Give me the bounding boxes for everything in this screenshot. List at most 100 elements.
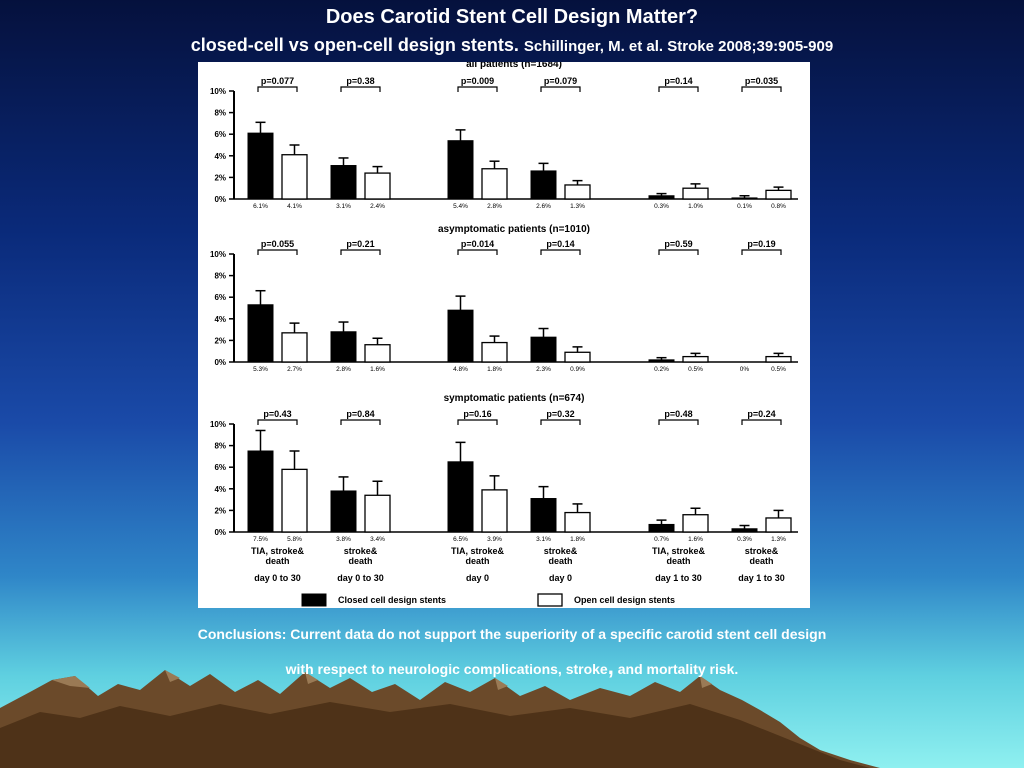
bar-closed (447, 461, 474, 533)
value-label-open: 1.8% (487, 366, 502, 373)
category-label: TIA, stroke& (451, 546, 505, 556)
bar-closed (447, 140, 474, 200)
value-label-open: 1.8% (570, 536, 585, 543)
legend-swatch-open (537, 593, 563, 607)
y-tick-label: 2% (214, 173, 226, 182)
p-value-label: p=0.009 (461, 76, 494, 86)
p-value-label: p=0.14 (664, 76, 692, 86)
value-label-open: 3.9% (487, 536, 502, 543)
bar-open (765, 355, 792, 363)
bar-closed (330, 490, 357, 533)
p-bracket (257, 249, 298, 255)
value-label-open: 0.5% (771, 366, 786, 373)
conclusion-text-a: with respect to neurologic complications… (285, 661, 608, 677)
category-label: stroke& (544, 546, 578, 556)
bar-closed (648, 195, 675, 200)
value-label-closed: 0% (740, 366, 750, 373)
p-value-label: p=0.24 (747, 409, 775, 419)
bar-open (281, 332, 308, 363)
p-bracket (741, 419, 782, 425)
bar-closed (447, 309, 474, 363)
bar-open (281, 468, 308, 533)
chart-panel-1 (229, 249, 798, 363)
value-label-open: 5.8% (287, 536, 302, 543)
mountain-background (0, 670, 880, 768)
bar-open (564, 351, 591, 363)
p-bracket (340, 419, 381, 425)
p-value-label: p=0.38 (346, 76, 374, 86)
p-bracket (257, 86, 298, 92)
p-bracket (340, 249, 381, 255)
bar-open (364, 172, 391, 200)
value-label-open: 0.5% (688, 366, 703, 373)
p-value-label: p=0.14 (546, 239, 574, 249)
bar-closed (731, 197, 758, 200)
p-bracket (457, 249, 498, 255)
period-label: day 0 to 30 (337, 573, 384, 583)
y-tick-label: 6% (214, 463, 226, 472)
p-bracket (540, 249, 581, 255)
bar-open (481, 341, 508, 363)
y-tick-label: 8% (214, 109, 226, 118)
bar-closed (530, 498, 557, 533)
bar-chart: all patients (n=1684) 0% 2% 4% 6% 8% 10% 6.1% 4.… (210, 62, 798, 607)
bar-closed (731, 528, 758, 533)
p-bracket (257, 419, 298, 425)
value-label-open: 2.7% (287, 366, 302, 373)
p-value-label: p=0.079 (544, 76, 577, 86)
value-label-closed: 4.8% (453, 366, 468, 373)
value-label-open: 1.3% (771, 536, 786, 543)
y-tick-label: 0% (214, 358, 226, 367)
value-label-closed: 2.3% (536, 366, 551, 373)
period-label: day 1 to 30 (738, 573, 785, 583)
p-value-label: p=0.21 (346, 239, 374, 249)
p-bracket (658, 86, 699, 92)
value-label-closed: 7.5% (253, 536, 268, 543)
value-label-open: 1.0% (688, 203, 703, 210)
p-bracket (457, 419, 498, 425)
conclusion-text-b: and mortality risk. (613, 661, 739, 677)
chart-figure: all patients (n=1684) 0% 2% 4% 6% 8% 10% 6.1% 4.… (198, 62, 810, 608)
p-value-label: p=0.16 (463, 409, 491, 419)
y-tick-label: 0% (214, 195, 226, 204)
p-bracket (741, 249, 782, 255)
value-label-open: 0.8% (771, 203, 786, 210)
value-label-open: 1.3% (570, 203, 585, 210)
bar-open (364, 344, 391, 363)
bar-closed (247, 450, 274, 533)
value-label-closed: 0.3% (737, 536, 752, 543)
y-tick-label: 4% (214, 152, 226, 161)
value-label-open: 2.4% (370, 203, 385, 210)
y-tick-label: 0% (214, 528, 226, 537)
value-label-closed: 2.6% (536, 203, 551, 210)
bar-open (481, 168, 508, 200)
conclusion-line-2: with respect to neurologic complications… (0, 654, 1024, 680)
bar-open (481, 489, 508, 533)
bar-closed (330, 331, 357, 363)
p-value-label: p=0.48 (664, 409, 692, 419)
bar-open (765, 517, 792, 533)
y-tick-label: 2% (214, 336, 226, 345)
bar-open (682, 187, 709, 200)
category-label: death (749, 556, 773, 566)
panel-title: symptomatic patients (n=674) (444, 393, 585, 404)
p-bracket (658, 249, 699, 255)
category-label: stroke& (344, 546, 378, 556)
citation-text: Schillinger, M. et al. Stroke 2008;39:90… (523, 38, 834, 55)
value-label-closed: 6.1% (253, 203, 268, 210)
value-label-open: 1.6% (370, 366, 385, 373)
slide-subtitle: closed-cell vs open-cell design stents. … (0, 35, 1024, 56)
p-bracket (540, 86, 581, 92)
slide-title: Does Carotid Stent Cell Design Matter? (325, 6, 699, 28)
category-label: death (548, 556, 572, 566)
category-label: stroke& (745, 546, 779, 556)
y-tick-label: 8% (214, 272, 226, 281)
p-value-label: p=0.077 (261, 76, 294, 86)
legend-label-open: Open cell design stents (574, 595, 675, 605)
y-tick-label: 2% (214, 506, 226, 515)
y-tick-label: 4% (214, 485, 226, 494)
category-label: death (465, 556, 489, 566)
bar-closed (247, 132, 274, 200)
p-value-label: p=0.014 (461, 239, 494, 249)
bar-closed (247, 304, 274, 363)
